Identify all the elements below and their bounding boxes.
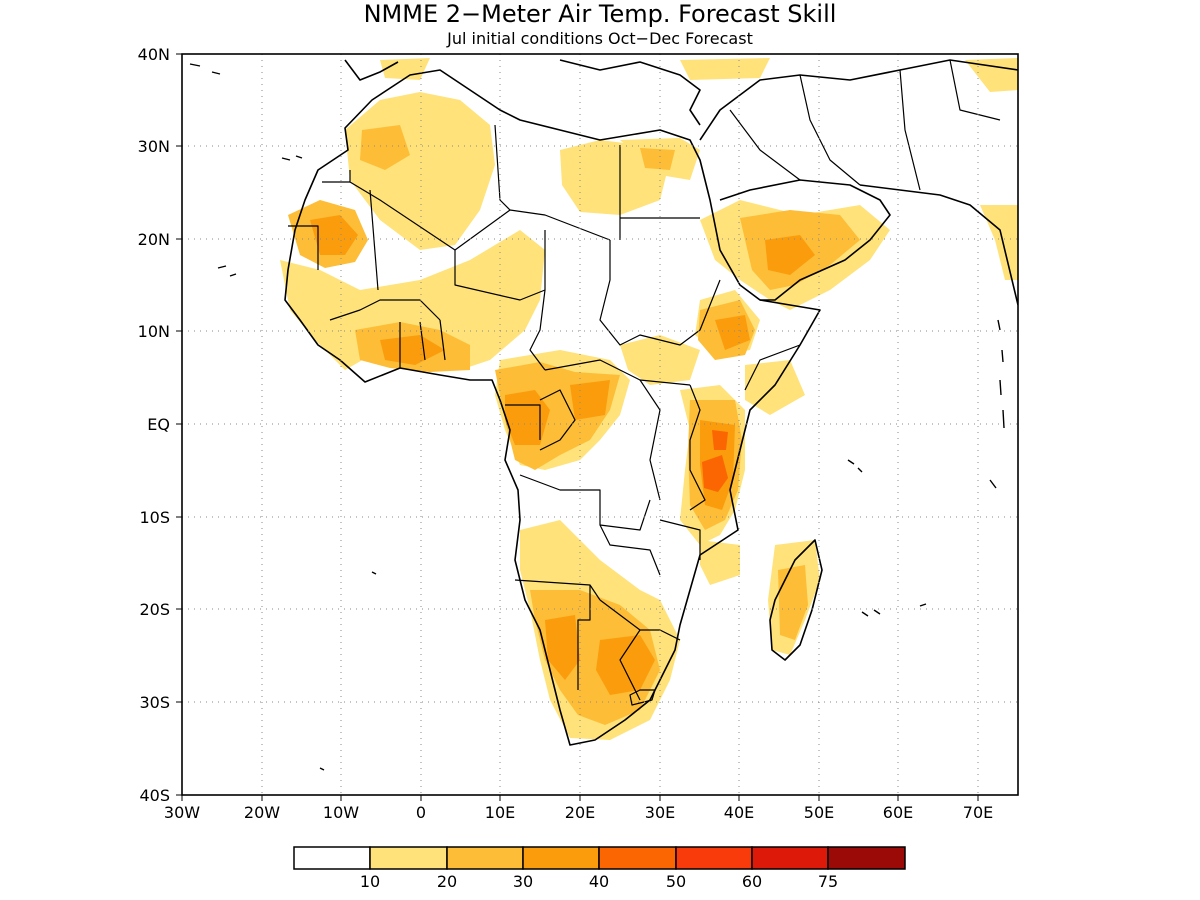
colorbar-label: 50	[666, 872, 686, 891]
graticule	[182, 54, 1018, 795]
colorbar-swatch-6	[751, 846, 829, 870]
lon-label: 30W	[164, 803, 200, 822]
lat-label: 10S	[139, 508, 170, 527]
colorbar-label: 75	[818, 872, 838, 891]
map-subtitle: Jul initial conditions Oct−Dec Forecast	[446, 29, 753, 48]
lon-label: 60E	[883, 803, 913, 822]
colorbar-swatch-5	[675, 846, 753, 870]
lon-label: 50E	[804, 803, 834, 822]
colorbar-label: 20	[437, 872, 457, 891]
colorbar-swatch-0	[293, 846, 371, 870]
lat-label: 40N	[138, 45, 170, 64]
colorbar-swatch-7	[827, 846, 906, 870]
lon-label: 20E	[565, 803, 595, 822]
lat-label: 10N	[138, 322, 170, 341]
lat-label: EQ	[147, 415, 170, 434]
colorbar: 10 20 30 40 50 60 75	[293, 846, 906, 891]
lon-label: 40E	[724, 803, 754, 822]
coastline	[284, 59, 1018, 746]
lon-label: 20W	[244, 803, 280, 822]
lat-label: 40S	[139, 786, 170, 805]
colorbar-swatch-3	[522, 846, 600, 870]
lat-label: 20S	[139, 600, 170, 619]
skill-shading-40-50	[702, 430, 728, 492]
lon-label: 30E	[645, 803, 675, 822]
lat-label: 30N	[138, 137, 170, 156]
colorbar-swatch-2	[446, 846, 524, 870]
country-borders	[288, 59, 1001, 706]
lon-label: 10W	[323, 803, 359, 822]
latitude-axis: 40N 30N 20N 10N EQ 10S 20S 30S 40S	[138, 45, 182, 805]
lon-label: 70E	[963, 803, 993, 822]
colorbar-label: 40	[589, 872, 609, 891]
colorbar-label: 10	[360, 872, 380, 891]
colorbar-swatch-4	[598, 846, 677, 870]
lat-label: 20N	[138, 230, 170, 249]
islands	[189, 63, 1005, 771]
lat-label: 30S	[139, 693, 170, 712]
lon-label: 10E	[485, 803, 515, 822]
colorbar-label: 60	[742, 872, 762, 891]
lon-label: 0	[416, 803, 426, 822]
map-area	[182, 54, 1018, 795]
longitude-axis: 30W 20W 10W 0 10E 20E 30E 40E 50E 60E 70…	[164, 795, 993, 822]
colorbar-label: 30	[513, 872, 533, 891]
map-title: NMME 2−Meter Air Temp. Forecast Skill	[364, 0, 837, 28]
colorbar-swatch-1	[369, 846, 448, 870]
